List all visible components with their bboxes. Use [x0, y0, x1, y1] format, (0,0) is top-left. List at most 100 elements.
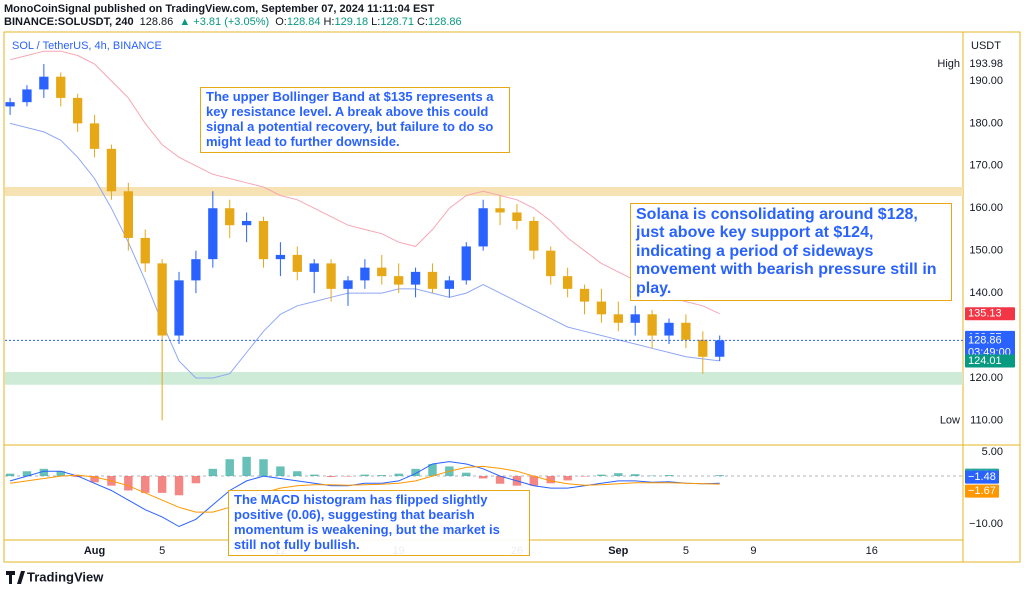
candle-body — [630, 314, 640, 323]
macd-histogram-bar — [157, 476, 167, 493]
macd-histogram-bar — [90, 476, 99, 483]
candle-body — [394, 276, 404, 285]
price-label: 135.13 — [968, 308, 1002, 320]
candle-body — [647, 314, 657, 336]
candle-body — [546, 250, 556, 277]
low-label: Low — [940, 414, 960, 426]
candle-body — [39, 76, 49, 90]
candle-body — [596, 301, 607, 315]
macd-label-box — [965, 470, 999, 484]
high-value: 193.98 — [969, 58, 1003, 70]
macd-histogram-bar — [377, 475, 387, 477]
candle-body — [309, 263, 319, 272]
ohlc-label: H: — [323, 16, 335, 28]
unit-label: USDT — [971, 40, 1001, 52]
chart-frame — [3, 31, 1021, 563]
ohlc-label: O: — [275, 16, 287, 28]
candle-body — [444, 280, 455, 289]
low-value: 110.00 — [970, 414, 1003, 426]
macd-histogram-bar — [309, 474, 319, 477]
macd-histogram-bar — [191, 476, 201, 484]
macd-histogram-bar — [56, 471, 65, 477]
ohlc-label: L: — [371, 16, 381, 28]
last-price: 128.86 — [139, 16, 174, 28]
signal-line — [10, 465, 720, 513]
candle-body — [5, 102, 15, 107]
price-label-box — [965, 333, 1015, 360]
macd-tick-label: 5.00 — [982, 446, 1003, 458]
macd-label-box — [965, 484, 999, 498]
candle-body — [258, 220, 269, 260]
macd-histogram-bar — [39, 468, 49, 477]
macd-tick-label: −10.00 — [969, 518, 1003, 530]
annotation: The upper Bollinger Band at $135 represe… — [200, 87, 510, 153]
ohlc-value: 128.71 — [380, 16, 414, 28]
ohlc-value: 128.84 — [286, 16, 321, 28]
macd-histogram-bar — [597, 474, 606, 477]
y-tick-label: 140.00 — [969, 287, 1003, 299]
x-tick-label: 16 — [866, 545, 878, 557]
macd-histogram-bar — [225, 459, 234, 477]
candle-body — [377, 267, 387, 277]
candle-body — [89, 123, 100, 149]
candle-body — [140, 237, 150, 264]
macd-label: −1.67 — [968, 485, 996, 497]
logo-icon — [6, 571, 25, 584]
macd-histogram-bar — [174, 476, 184, 496]
change: ▲ +3.81 (+3.05%) — [179, 16, 270, 28]
y-tick-label: 150.00 — [969, 245, 1003, 257]
price-label: 124.01 — [968, 355, 1002, 367]
publisher: MonoCoinSignal published on TradingView.… — [4, 3, 435, 15]
bollinger-band — [9, 50, 720, 315]
candle-body — [715, 340, 725, 357]
candle-body — [410, 271, 421, 285]
macd-histogram-bar — [529, 476, 539, 486]
candle-body — [225, 208, 235, 226]
macd-histogram-bar — [614, 473, 623, 477]
candle-body — [427, 271, 438, 289]
macd-histogram-bar — [360, 474, 370, 477]
x-tick-label: 9 — [750, 545, 756, 557]
candle-body — [241, 220, 252, 226]
footer-logo: TradingView — [27, 569, 104, 584]
macd-histogram-bar — [242, 456, 251, 477]
candle-body — [478, 208, 488, 247]
candle-body — [495, 208, 505, 213]
macd-histogram-bar — [462, 472, 471, 477]
macd-histogram-bar — [546, 476, 555, 484]
candle-body — [157, 263, 167, 336]
price-label-box — [965, 307, 1015, 321]
y-tick-label: 180.00 — [969, 117, 1003, 129]
candle-body — [56, 76, 66, 98]
ohlc-value: 129.18 — [334, 16, 369, 28]
candle-body — [343, 280, 353, 289]
macd-line — [9, 461, 720, 528]
macd-histogram-bar — [630, 474, 640, 477]
candle-body — [461, 246, 471, 281]
ohlc-label: C: — [416, 16, 428, 28]
high-label: High — [937, 58, 960, 70]
macd-label: −1.48 — [968, 471, 996, 483]
macd-histogram-bar — [715, 475, 724, 477]
macd-histogram-bar — [5, 473, 15, 477]
chart-title: SOL / TetherUS, 4h, BINANCE — [12, 40, 162, 52]
symbol-line: BINANCE:SOLUSDT, 240 128.86 ▲ +3.81 (+3.… — [4, 16, 465, 28]
bollinger-band — [9, 122, 720, 379]
y-tick-label: 160.00 — [969, 202, 1003, 214]
ohlc-value: 128.86 — [427, 16, 462, 28]
x-tick-label: 5 — [159, 545, 165, 557]
macd-histogram-bar — [411, 468, 420, 477]
macd-histogram-bar — [326, 476, 336, 478]
candle-body — [664, 322, 674, 336]
zone — [5, 372, 963, 385]
macd-histogram-bar — [664, 475, 674, 477]
x-tick-label: Aug — [84, 545, 105, 557]
candle-body — [681, 322, 691, 340]
candle-body — [73, 97, 83, 124]
x-tick-label: Sep — [608, 545, 628, 557]
y-tick-label: 120.00 — [969, 372, 1003, 384]
macd-histogram-bar — [208, 468, 218, 477]
macd-histogram-bar — [563, 476, 572, 481]
y-tick-label: 170.00 — [969, 160, 1003, 172]
